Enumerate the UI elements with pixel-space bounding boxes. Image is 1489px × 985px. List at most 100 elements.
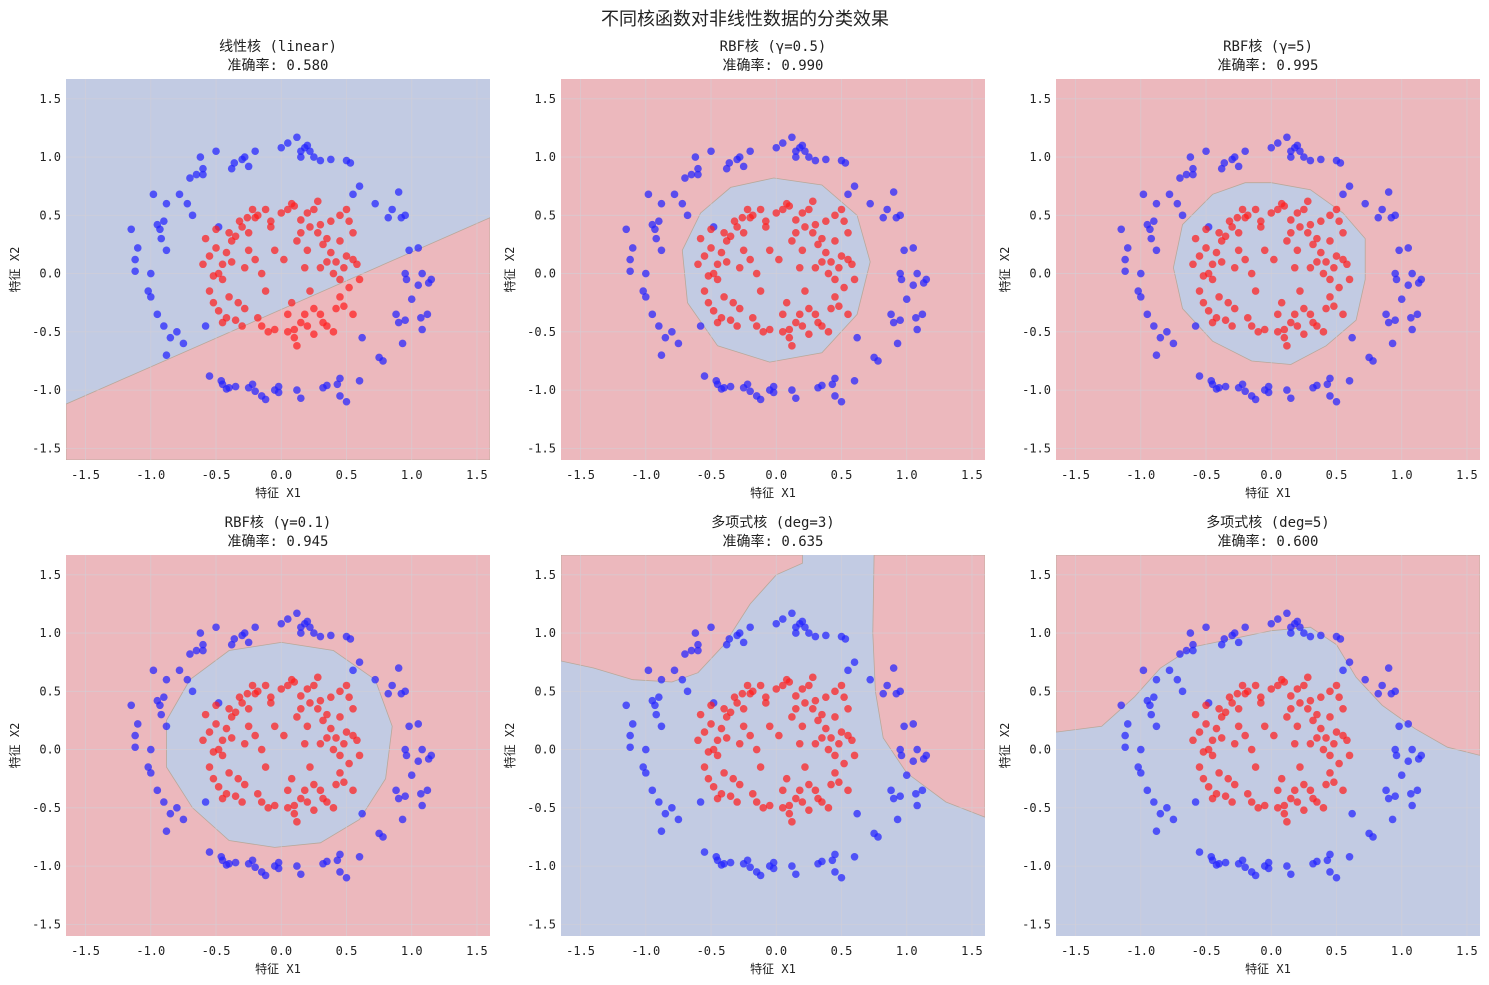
data-point-red [717, 724, 726, 733]
data-point-blue [1374, 213, 1383, 222]
data-point-red [277, 209, 286, 217]
data-point-red [332, 258, 340, 266]
data-point-red [748, 687, 757, 696]
plot-area [561, 79, 985, 460]
y-tick-label: 1.5 [39, 92, 61, 106]
data-point-blue [131, 255, 139, 264]
data-point-blue [811, 632, 820, 641]
data-point-red [735, 739, 744, 748]
data-point-red [1273, 310, 1282, 319]
data-point-blue [831, 850, 839, 859]
x-tick-label: 1.0 [896, 944, 918, 958]
data-point-blue [175, 666, 184, 675]
y-tick-label: -1.0 [1022, 383, 1051, 397]
data-point-blue [371, 199, 379, 208]
data-point-blue [417, 314, 425, 322]
data-point-blue [1374, 689, 1383, 698]
x-axis-label: 特征 X1 [750, 961, 796, 976]
data-point-red [739, 722, 748, 731]
data-point-blue [196, 153, 205, 161]
data-point-red [762, 693, 770, 701]
data-point-red [748, 314, 757, 322]
data-point-red [248, 205, 257, 214]
data-point-red [293, 713, 301, 721]
data-point-blue [156, 225, 164, 234]
y-tick-label: 1.5 [1029, 92, 1051, 106]
data-point-blue [225, 859, 233, 868]
plot-area [66, 79, 490, 460]
data-point-red [844, 786, 852, 795]
subplot-title: RBF核 (γ=5) [1223, 39, 1313, 55]
data-point-red [355, 751, 364, 760]
data-point-blue [788, 133, 796, 142]
data-point-blue [201, 322, 210, 330]
data-point-blue [1326, 374, 1334, 383]
data-point-red [316, 263, 325, 272]
data-point-red [1306, 263, 1315, 272]
data-point-red [778, 804, 787, 812]
data-point-red [297, 794, 305, 803]
subplot-title: 多项式核 (deg=3) [711, 514, 834, 531]
data-point-blue [1121, 743, 1129, 752]
data-point-red [840, 217, 848, 225]
data-point-blue [1176, 650, 1184, 658]
data-point-blue [683, 211, 692, 220]
data-point-red [798, 722, 807, 731]
data-point-red [205, 252, 214, 260]
data-point-red [280, 255, 288, 264]
data-point-blue [837, 873, 846, 882]
data-point-red [814, 716, 822, 725]
data-point-red [1277, 298, 1286, 307]
data-point-red [785, 333, 794, 342]
data-point-red [1224, 298, 1233, 307]
data-point-red [1202, 244, 1210, 252]
data-point-blue [769, 388, 778, 397]
data-point-red [212, 720, 220, 728]
data-point-blue [1195, 372, 1204, 380]
data-point-blue [1230, 153, 1239, 161]
data-point-blue [1407, 314, 1415, 322]
data-point-red [700, 287, 709, 295]
data-point-blue [1150, 798, 1158, 806]
data-point-blue [1300, 153, 1308, 161]
data-point-red [1303, 673, 1312, 682]
data-point-red [297, 318, 305, 327]
data-point-blue [879, 213, 888, 222]
data-point-red [814, 794, 822, 803]
data-point-blue [212, 147, 220, 156]
data-point-red [205, 287, 214, 295]
data-point-blue [831, 374, 839, 383]
data-point-red [788, 818, 796, 826]
data-point-blue [696, 322, 705, 330]
data-point-blue [1173, 199, 1182, 208]
data-point-blue [1215, 859, 1223, 868]
data-point-red [297, 692, 305, 700]
data-point-blue [700, 372, 709, 380]
data-point-red [707, 244, 715, 252]
data-point-red [218, 794, 227, 803]
y-tick-label: 1.0 [1029, 150, 1051, 164]
data-point-blue [1150, 693, 1158, 701]
data-point-red [1339, 228, 1347, 237]
data-point-red [1343, 736, 1351, 745]
data-point-red [811, 220, 820, 229]
y-tick-label: 0.5 [39, 208, 61, 222]
data-point-blue [175, 190, 184, 199]
data-point-red [1300, 681, 1308, 690]
data-point-red [752, 745, 761, 754]
data-point-blue [909, 720, 918, 728]
data-point-blue [1326, 868, 1334, 876]
data-point-red [261, 287, 270, 295]
data-point-blue [902, 295, 911, 304]
data-point-blue [205, 372, 214, 380]
data-point-blue [652, 234, 661, 243]
data-point-red [1335, 759, 1343, 768]
data-point-red [1234, 246, 1243, 255]
data-point-red [1303, 704, 1312, 713]
data-point-red [1273, 804, 1282, 812]
data-point-blue [1404, 720, 1413, 728]
data-point-blue [889, 188, 898, 196]
data-point-blue [644, 666, 653, 675]
data-point-blue [769, 864, 778, 873]
data-point-red [297, 216, 305, 224]
